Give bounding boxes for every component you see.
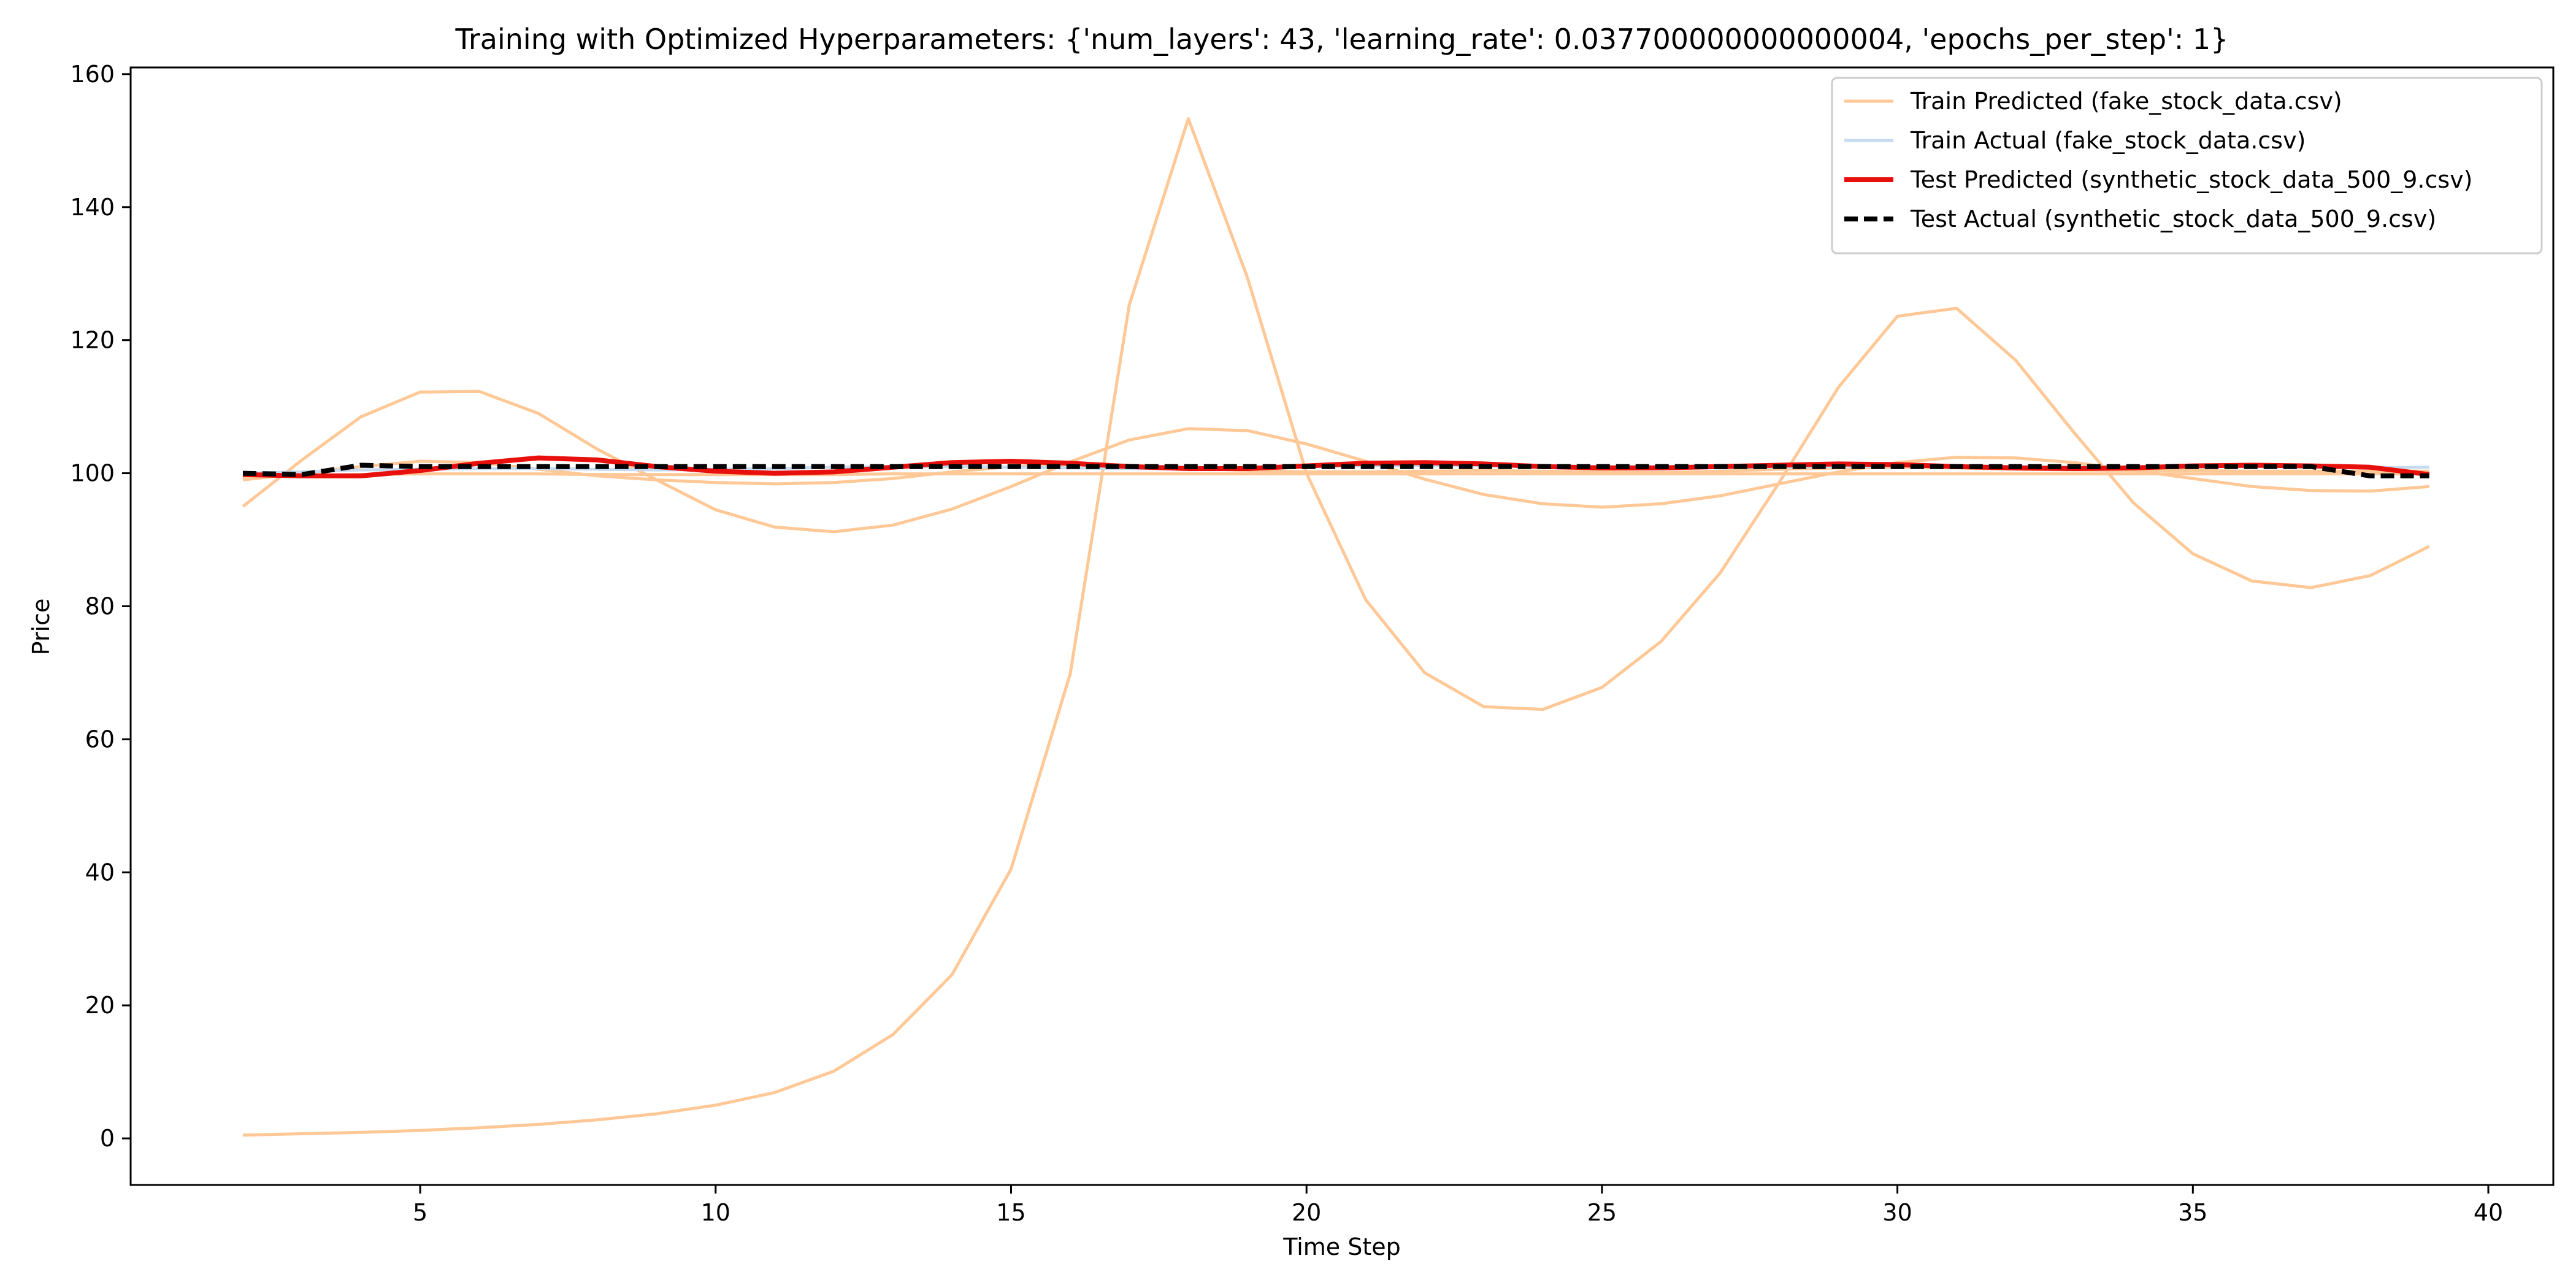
y-tick-label: 140 <box>70 194 115 221</box>
legend-label: Train Actual (fake_stock_data.csv) <box>1910 127 2306 154</box>
y-tick-label: 60 <box>85 726 115 753</box>
x-tick-label: 40 <box>2474 1199 2503 1226</box>
y-axis-ticks: 0 20 40 60 80 100 120 140 160 <box>70 61 131 1152</box>
legend-box <box>1831 77 2543 255</box>
y-tick-label: 0 <box>100 1125 115 1152</box>
series-line-test-actual-1 <box>242 462 2429 478</box>
series-line-train-predicted-2 <box>242 389 2429 534</box>
legend-label: Train Predicted (fake_stock_data.csv) <box>1910 88 2342 115</box>
x-axis-ticks: 5 10 15 20 25 30 35 40 <box>413 1185 2503 1226</box>
x-tick-label: 20 <box>1292 1199 1321 1226</box>
y-tick-label: 20 <box>85 992 115 1019</box>
series-layer <box>242 117 2430 1137</box>
series-line-train-predicted-1 <box>242 117 2430 1137</box>
legend: Train Predicted (fake_stock_data.csv) Tra… <box>1831 77 2543 255</box>
y-tick-label: 120 <box>70 327 115 354</box>
plot-frame <box>129 66 2555 1186</box>
y-tick-label: 160 <box>70 61 115 88</box>
x-tick-label: 25 <box>1587 1199 1617 1226</box>
x-tick-label: 10 <box>701 1199 730 1226</box>
legend-label: Test Actual (synthetic_stock_data_500_9.… <box>1910 205 2436 232</box>
x-tick-label: 30 <box>1882 1199 1912 1226</box>
series-line-train-predicted-4 <box>242 472 2429 479</box>
y-tick-label: 40 <box>85 859 115 886</box>
chart-title: Training with Optimized Hyperparameters:… <box>455 23 2229 56</box>
legend-label: Test Predicted (synthetic_stock_data_500… <box>1910 166 2473 193</box>
x-tick-label: 35 <box>2178 1199 2207 1226</box>
x-tick-label: 15 <box>996 1199 1025 1226</box>
y-axis-label: Price <box>28 599 55 656</box>
y-tick-label: 100 <box>70 460 115 487</box>
y-tick-label: 80 <box>85 592 115 619</box>
x-axis-label: Time Step <box>1282 1233 1401 1260</box>
series-line-test-predicted-1 <box>242 455 2430 478</box>
x-tick-label: 5 <box>413 1199 427 1226</box>
